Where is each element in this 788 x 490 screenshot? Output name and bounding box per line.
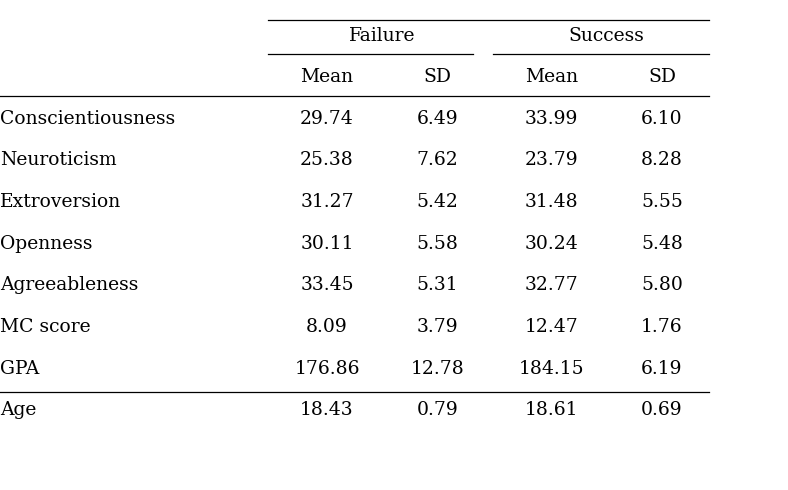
Text: 32.77: 32.77 bbox=[525, 276, 578, 294]
Text: 29.74: 29.74 bbox=[300, 110, 354, 128]
Text: 6.49: 6.49 bbox=[417, 110, 458, 128]
Text: 8.28: 8.28 bbox=[641, 151, 683, 170]
Text: 7.62: 7.62 bbox=[417, 151, 458, 170]
Text: 5.55: 5.55 bbox=[641, 193, 683, 211]
Text: Failure: Failure bbox=[349, 26, 415, 45]
Text: 25.38: 25.38 bbox=[300, 151, 354, 170]
Text: 30.24: 30.24 bbox=[525, 235, 578, 253]
Text: Mean: Mean bbox=[300, 68, 354, 86]
Text: 184.15: 184.15 bbox=[519, 360, 585, 378]
Text: SD: SD bbox=[423, 68, 452, 86]
Text: 0.79: 0.79 bbox=[417, 401, 458, 419]
Text: 30.11: 30.11 bbox=[300, 235, 354, 253]
Text: 0.69: 0.69 bbox=[641, 401, 682, 419]
Text: 6.19: 6.19 bbox=[641, 360, 682, 378]
Text: 12.47: 12.47 bbox=[525, 318, 578, 336]
Text: 33.99: 33.99 bbox=[525, 110, 578, 128]
Text: Neuroticism: Neuroticism bbox=[0, 151, 117, 170]
Text: 6.10: 6.10 bbox=[641, 110, 682, 128]
Text: 31.48: 31.48 bbox=[525, 193, 578, 211]
Text: GPA: GPA bbox=[0, 360, 39, 378]
Text: Extroversion: Extroversion bbox=[0, 193, 121, 211]
Text: 5.48: 5.48 bbox=[641, 235, 683, 253]
Text: MC score: MC score bbox=[0, 318, 91, 336]
Text: 5.80: 5.80 bbox=[641, 276, 683, 294]
Text: 33.45: 33.45 bbox=[300, 276, 354, 294]
Text: Agreeableness: Agreeableness bbox=[0, 276, 139, 294]
Text: Age: Age bbox=[0, 401, 36, 419]
Text: Openness: Openness bbox=[0, 235, 92, 253]
Text: 8.09: 8.09 bbox=[307, 318, 348, 336]
Text: 5.31: 5.31 bbox=[417, 276, 458, 294]
Text: 31.27: 31.27 bbox=[300, 193, 354, 211]
Text: 5.58: 5.58 bbox=[416, 235, 459, 253]
Text: 23.79: 23.79 bbox=[525, 151, 578, 170]
Text: 176.86: 176.86 bbox=[294, 360, 360, 378]
Text: Conscientiousness: Conscientiousness bbox=[0, 110, 175, 128]
Text: Mean: Mean bbox=[525, 68, 578, 86]
Text: 12.78: 12.78 bbox=[411, 360, 464, 378]
Text: 3.79: 3.79 bbox=[417, 318, 458, 336]
Text: 5.42: 5.42 bbox=[416, 193, 459, 211]
Text: Success: Success bbox=[569, 26, 645, 45]
Text: 1.76: 1.76 bbox=[641, 318, 682, 336]
Text: 18.61: 18.61 bbox=[525, 401, 578, 419]
Text: 18.43: 18.43 bbox=[300, 401, 354, 419]
Text: SD: SD bbox=[648, 68, 676, 86]
